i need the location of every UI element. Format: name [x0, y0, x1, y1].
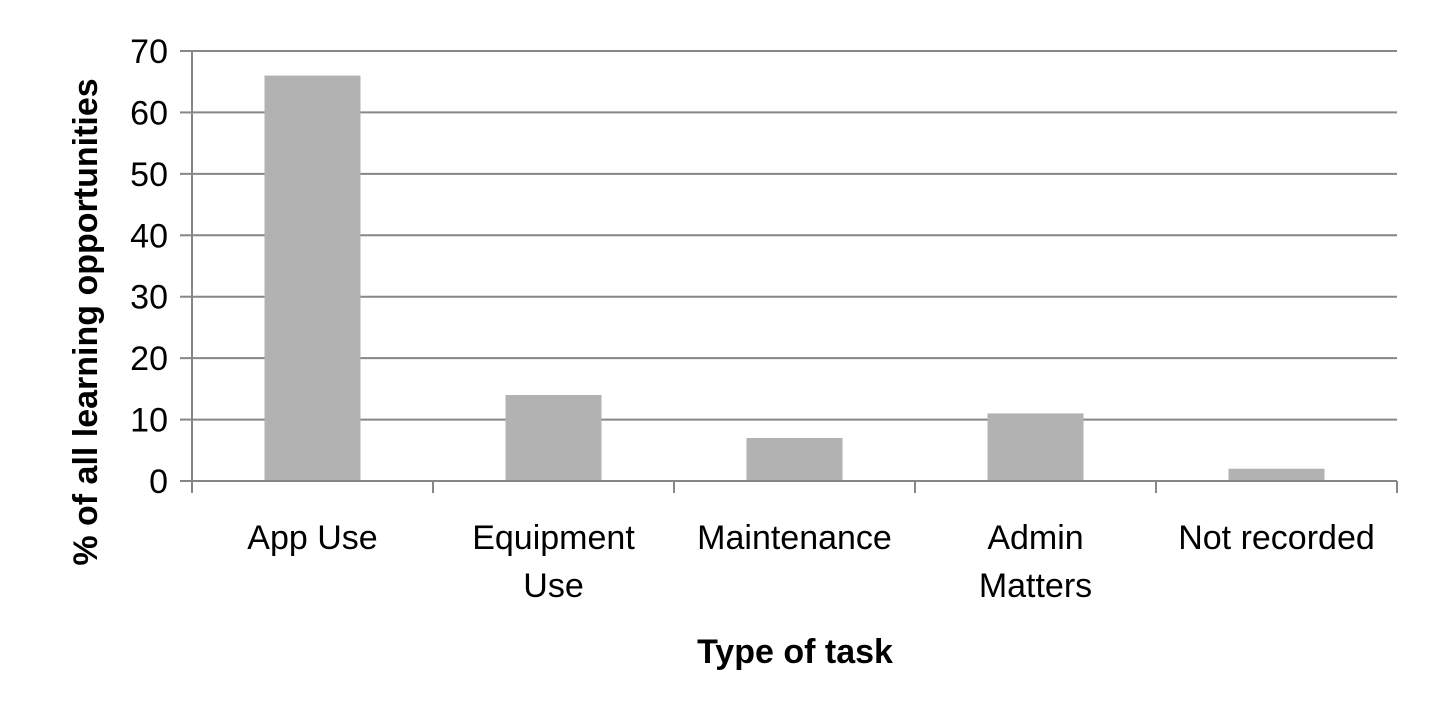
- x-category-label: Equipment Use: [472, 519, 635, 605]
- y-tick-label: 70: [130, 33, 168, 71]
- y-tick-labels: 0 10 20 30 40 50 60 70: [130, 33, 168, 501]
- y-tick-label: 50: [130, 156, 168, 194]
- x-category-label: App Use: [247, 519, 377, 557]
- gridlines: [192, 50, 1397, 421]
- bar: [987, 413, 1084, 481]
- x-category-label: Admin Matters: [979, 519, 1092, 605]
- bar: [505, 395, 602, 481]
- bar: [746, 438, 843, 481]
- x-category-label: Maintenance: [697, 519, 892, 557]
- y-axis-title: % of all learning opportunities: [67, 78, 105, 565]
- bars: [264, 75, 1325, 482]
- x-category-label: Not recorded: [1178, 519, 1375, 557]
- y-tick-label: 0: [149, 463, 168, 501]
- y-tick-label: 30: [130, 279, 168, 317]
- axes: [180, 50, 1398, 493]
- bar: [264, 75, 361, 482]
- y-tick-label: 60: [130, 94, 168, 132]
- bar: [1228, 468, 1325, 481]
- y-tick-label: 20: [130, 340, 168, 378]
- x-category-labels: App Use Equipment Use Maintenance Admin Matte…: [247, 519, 1374, 605]
- x-axis-title: Type of task: [697, 633, 893, 671]
- y-tick-label: 10: [130, 402, 168, 440]
- y-tick-label: 40: [130, 217, 168, 255]
